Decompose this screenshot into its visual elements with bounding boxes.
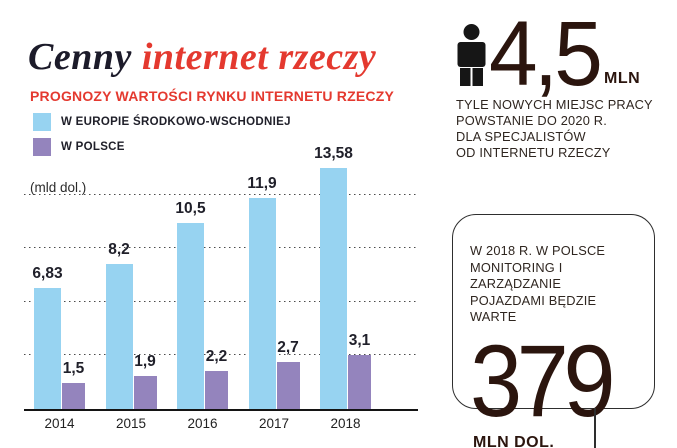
- bar-value-label-2017-poland: 2,7: [277, 339, 299, 356]
- x-tick-label-2017: 2017: [258, 416, 290, 431]
- bar-2015-cee: [105, 264, 133, 410]
- chart-title: PROGNOZY WARTOŚCI RYNKU INTERNETU RZECZY: [30, 88, 394, 104]
- chart-legend: W EUROPIE ŚRODKOWO-WSCHODNIEJ W POLSCE: [33, 113, 291, 163]
- bar-2017-poland: [276, 362, 300, 410]
- vehicles-desc-line-2: MONITORING I ZARZĄDZANIE: [470, 259, 563, 292]
- legend-label-poland: W POLSCE: [61, 141, 125, 153]
- legend-swatch-purple: [33, 138, 51, 156]
- box-connector-line: [594, 408, 596, 448]
- bar-value-label-2016-cee: 10,5: [175, 200, 206, 217]
- legend-item-poland: W POLSCE: [33, 138, 291, 156]
- gridline-3: [24, 354, 418, 356]
- bar-value-label-2015-cee: 8,2: [108, 241, 130, 258]
- gridline-6: [24, 301, 418, 303]
- bar-value-label-2018-poland: 3,1: [348, 332, 371, 349]
- x-tick-label-2015: 2015: [115, 416, 147, 431]
- vehicles-stat-box: W 2018 R. W POLSCE MONITORING I ZARZĄDZA…: [452, 214, 655, 448]
- jobs-stat-unit: MLN: [604, 70, 641, 87]
- bar-2018-poland: [348, 355, 371, 410]
- vehicles-stat-unit: MLN DOL.: [473, 433, 555, 448]
- person-icon: [457, 24, 486, 86]
- gridline-12: [24, 194, 418, 196]
- jobs-desc-line-1: TYLE NOWYCH MIEJSC PRACY: [456, 97, 653, 112]
- legend-swatch-blue: [33, 113, 51, 131]
- jobs-desc-line-4: OD INTERNETU RZECZY: [456, 145, 611, 160]
- legend-label-cee: W EUROPIE ŚRODKOWO-WSCHODNIEJ: [61, 116, 291, 128]
- bar-2018-cee: [320, 168, 347, 410]
- bar-value-label-2017-cee: 11,9: [247, 175, 277, 192]
- bar-2016-poland: [205, 371, 228, 410]
- vehicles-stat-value: 379: [470, 323, 616, 438]
- bar-2015-poland: [133, 376, 157, 410]
- bar-value-label-2018-cee: 13,58: [314, 145, 353, 162]
- chart-plot: 6,83 1,5 2014 8,2 1,9 2015 10,5 2,2 2016 11,9 2,7 2…: [24, 145, 418, 431]
- bar-value-label-2014-poland: 1,5: [62, 360, 85, 377]
- vehicles-stat-description: W 2018 R. W POLSCE MONITORING I ZARZĄDZA…: [470, 243, 644, 326]
- bar-value-label-2015-poland: 1,9: [134, 353, 156, 370]
- jobs-stat-value: 4,5: [489, 3, 603, 105]
- x-tick-label-2018: 2018: [330, 416, 361, 431]
- page-title: Cenny internet rzeczy: [28, 37, 376, 79]
- y-axis-unit-label: (mld dol.): [30, 180, 87, 195]
- legend-item-cee: W EUROPIE ŚRODKOWO-WSCHODNIEJ: [33, 113, 291, 131]
- bar-value-label-2016-poland: 2,2: [205, 348, 228, 365]
- bar-2017-cee: [248, 198, 276, 410]
- x-axis-line: [24, 408, 418, 411]
- page-title-prefix: Cenny: [28, 36, 142, 79]
- bar-2014-cee: [34, 288, 61, 410]
- x-tick-label-2014: 2014: [44, 416, 75, 431]
- page-title-highlight: internet rzeczy: [141, 36, 377, 79]
- jobs-desc-line-3: DLA SPECJALISTÓW: [456, 129, 586, 144]
- jobs-desc-line-2: POWSTANIE DO 2020 R.: [456, 113, 607, 128]
- x-tick-label-2016: 2016: [187, 416, 218, 431]
- bar-value-label-2014-cee: 6,83: [32, 265, 63, 282]
- gridline-9: [24, 247, 418, 249]
- vehicles-desc-line-1: W 2018 R. W POLSCE: [470, 243, 606, 258]
- jobs-stat-description: TYLE NOWYCH MIEJSC PRACY POWSTANIE DO 20…: [456, 97, 653, 161]
- bar-2016-cee: [177, 223, 204, 410]
- vehicles-desc-line-3: POJAZDAMI BĘDZIE WARTE: [470, 292, 597, 325]
- bar-2014-poland: [62, 383, 85, 410]
